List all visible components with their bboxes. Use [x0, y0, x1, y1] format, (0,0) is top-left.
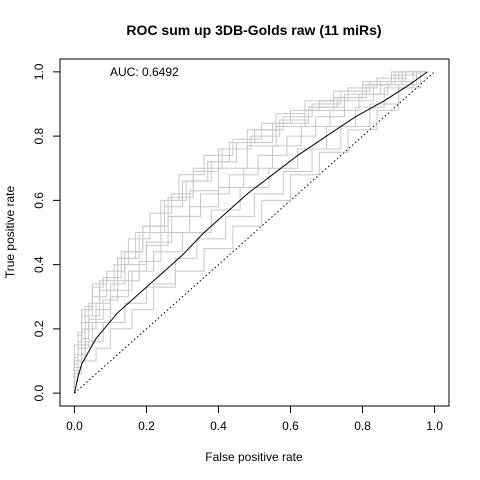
y-tick-label: 0.6	[32, 192, 46, 209]
x-axis-label: False positive rate	[205, 450, 303, 464]
roc-curve-10	[73, 71, 428, 394]
x-tick-label: 0.6	[282, 419, 299, 433]
roc-curve-3	[73, 71, 428, 394]
diagonal-reference-line	[74, 71, 435, 394]
roc-curve-9	[73, 71, 428, 394]
y-tick-label: 1.0	[32, 63, 46, 80]
roc-curve-6	[73, 71, 428, 394]
roc-curve-4	[73, 71, 428, 394]
roc-curve-1	[73, 71, 428, 394]
y-axis-label: True positive rate	[3, 186, 17, 279]
roc-curve-8	[73, 71, 428, 394]
roc-average-curve	[73, 71, 428, 394]
y-axis: 0.0 0.2 0.4 0.6 0.8 1.0	[32, 63, 61, 401]
chart-title: ROC sum up 3DB-Golds raw (11 miRs)	[126, 22, 381, 38]
roc-curve-2	[73, 71, 428, 394]
auc-annotation: AUC: 0.6492	[110, 65, 179, 79]
roc-curve-11	[73, 71, 428, 394]
roc-curve-7	[73, 71, 428, 394]
x-tick-label: 0.4	[210, 419, 227, 433]
x-tick-label: 1.0	[426, 419, 443, 433]
x-axis: 0.0 0.2 0.4 0.6 0.8 1.0	[66, 405, 443, 433]
y-tick-label: 0.0	[32, 384, 46, 401]
x-tick-label: 0.2	[138, 419, 155, 433]
x-tick-label: 0.0	[66, 419, 83, 433]
plot-area	[73, 71, 435, 394]
roc-curve-5	[73, 71, 428, 394]
y-tick-label: 0.2	[32, 320, 46, 337]
y-tick-label: 0.8	[32, 127, 46, 144]
x-tick-label: 0.8	[354, 419, 371, 433]
y-tick-label: 0.4	[32, 256, 46, 273]
